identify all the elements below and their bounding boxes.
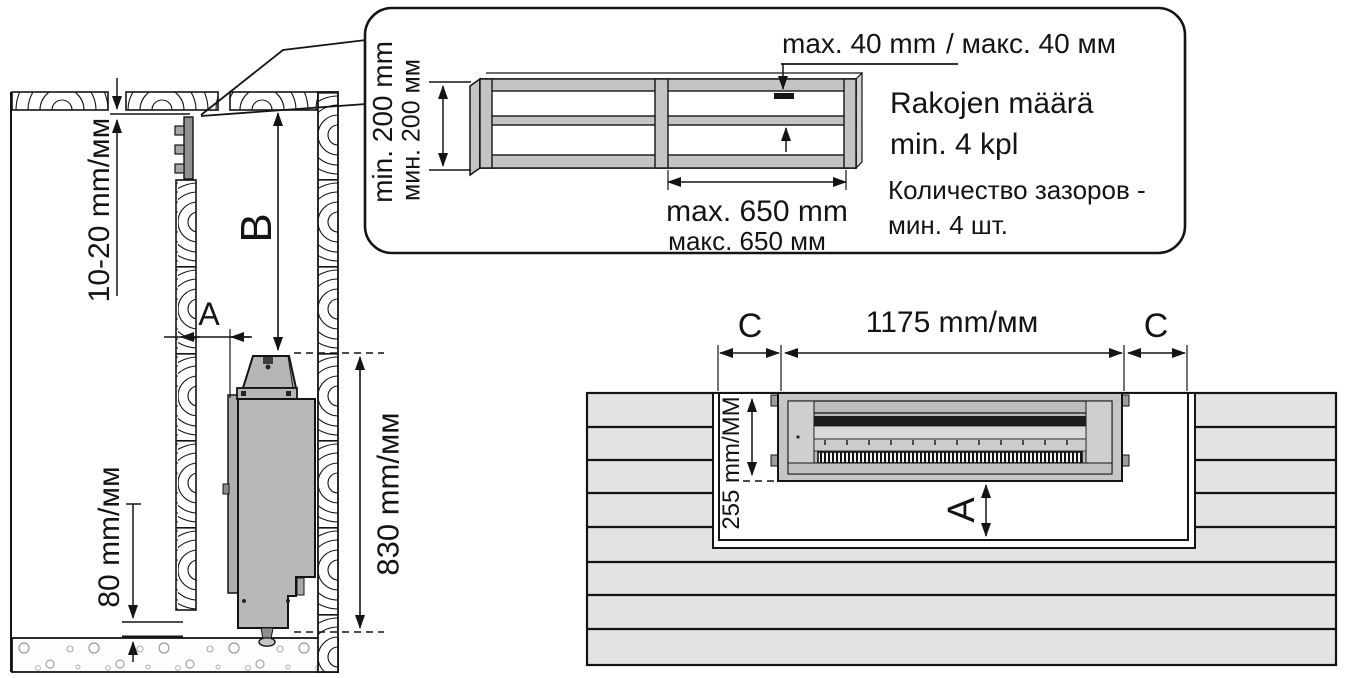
min-height-fi-label: min. 200 mm: [367, 41, 398, 203]
dimension-40-lines: [774, 63, 958, 152]
heater-body: [237, 398, 316, 629]
dimension-830-label: 830 mm/мм: [370, 412, 406, 576]
clearance-c-left-label: C: [737, 307, 763, 345]
max-gap-ru: / макс. 40 мм: [946, 28, 1116, 59]
wall-batten: [175, 179, 197, 611]
gaps-count-ru-line1: Количество зазоров -: [888, 175, 1146, 205]
clearance-c-right-label: C: [1143, 307, 1169, 345]
gaps-count-ru-line2: мин. 4 шт.: [888, 210, 1008, 240]
max-span-fi-label: max. 650 mm: [666, 195, 848, 228]
max-gap-label: max. 40 mm / макс. 40 мм: [782, 30, 1116, 58]
max-span-ru-label: макс. 650 мм: [668, 226, 826, 256]
max-gap-fi: max. 40 mm: [782, 28, 937, 59]
gap-dimension-lines: [110, 78, 190, 296]
heater-top-view: [770, 392, 1130, 482]
mounting-rail: [174, 116, 194, 180]
min-height-ru-label: мин. 200 мм: [397, 59, 426, 201]
dimension-80-lines: [122, 503, 183, 662]
heater-grille: [817, 451, 1083, 464]
clearance-a-top-label: A: [941, 497, 983, 523]
dimension-a-side-label: A: [198, 296, 220, 332]
dimension-650-lines: [667, 170, 847, 190]
detail-callout: [200, 6, 1187, 255]
vent-frame-drawing: [469, 71, 863, 177]
depth-255-label: 255 mm/ММ: [718, 396, 745, 530]
dimension-80-label: 80 mm/мм: [93, 466, 126, 608]
gaps-count-fi-line2: min. 4 kpl: [890, 128, 1019, 161]
dimension-200-lines: [429, 81, 471, 171]
plank-joint-lines: [587, 425, 1336, 631]
dimension-b-label: B: [232, 213, 281, 243]
side-section-view: [10, 78, 384, 673]
dimension-a-side-lines: [164, 329, 252, 398]
sauna-wall-column: [317, 91, 339, 673]
width-1175-label: 1175 mm/мм: [865, 306, 1039, 339]
floor-slab: [11, 637, 339, 673]
top-plan-view: [585, 345, 1338, 667]
ceiling-planks: [11, 91, 319, 111]
gaps-count-fi-line1: Rakojen määrä: [890, 87, 1094, 120]
top-view-dimension-lines: [717, 345, 1188, 537]
heater-side-view: [222, 355, 316, 647]
gap-dimension-label: 10-20 mm/мм: [83, 117, 116, 303]
callout-leader-upper: [200, 39, 367, 116]
